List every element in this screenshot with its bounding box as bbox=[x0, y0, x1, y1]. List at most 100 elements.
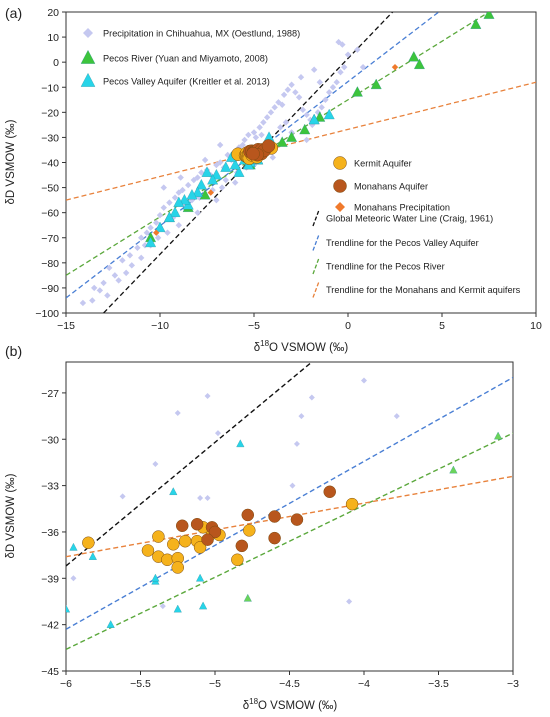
point-a-s0-55 bbox=[318, 104, 325, 111]
point-a-s0-105 bbox=[138, 254, 145, 262]
point-b-s3-7 bbox=[167, 538, 180, 551]
point-b-s0-0 bbox=[70, 575, 77, 582]
point-b-s2-3 bbox=[106, 620, 115, 628]
point-a-s0-84 bbox=[160, 184, 167, 191]
point-a-s0-9 bbox=[134, 244, 141, 251]
trendline-b-0 bbox=[66, 362, 313, 567]
point-a-s1-10 bbox=[276, 136, 288, 147]
point-a-s0-40 bbox=[263, 114, 271, 121]
point-b-s1-0 bbox=[449, 465, 458, 474]
point-a-s2-14 bbox=[195, 179, 207, 190]
point-a-s1-9 bbox=[286, 131, 298, 142]
point-a-s1-1 bbox=[470, 18, 482, 29]
point-b-s0-9 bbox=[298, 413, 305, 420]
point-b-s2-2 bbox=[88, 552, 97, 560]
point-a-s0-61 bbox=[341, 63, 348, 71]
point-b-s0-6 bbox=[204, 494, 211, 501]
point-b-s3-10 bbox=[193, 541, 207, 554]
point-b-s3-15 bbox=[243, 524, 256, 537]
point-a-s0-79 bbox=[128, 262, 135, 269]
point-b-s4-4 bbox=[241, 508, 255, 522]
point-a-s0-34 bbox=[241, 136, 248, 144]
legend-line-label-2: Trendline for the Pecos River bbox=[326, 262, 445, 272]
point-a-s0-17 bbox=[171, 194, 179, 201]
y-tick-label-b-6: −27 bbox=[41, 388, 59, 400]
point-a-s0-23 bbox=[198, 169, 205, 176]
point-a-s0-3 bbox=[100, 279, 107, 287]
x-tick-label-a-5: 10 bbox=[530, 320, 542, 332]
point-a-s5-1 bbox=[207, 189, 214, 196]
point-b-s3-14 bbox=[231, 553, 244, 567]
point-a-s0-63 bbox=[354, 46, 361, 53]
legend-line-2 bbox=[312, 257, 320, 275]
point-a-s0-51 bbox=[303, 111, 310, 119]
point-a-s0-10 bbox=[138, 234, 145, 241]
y-tick-label-a-8: −20 bbox=[41, 107, 59, 119]
y-axis-label-b: δD VSMOW (‰) bbox=[5, 473, 17, 558]
y-tick-label-a-3: −70 bbox=[41, 233, 59, 245]
point-a-s0-22 bbox=[194, 174, 201, 181]
point-b-s2-6 bbox=[169, 487, 178, 495]
point-a-s0-46 bbox=[284, 86, 292, 93]
y-tick-label-a-4: −60 bbox=[41, 208, 59, 220]
point-a-s0-14 bbox=[156, 211, 164, 219]
point-a-s0-100 bbox=[258, 131, 265, 139]
point-a-s2-10 bbox=[220, 161, 232, 172]
point-a-s0-90 bbox=[213, 196, 220, 204]
point-b-s2-10 bbox=[236, 439, 245, 448]
y-tick-label-b-5: −30 bbox=[41, 434, 59, 446]
y-tick-label-a-1: −90 bbox=[41, 283, 59, 295]
point-a-s0-33 bbox=[239, 141, 246, 149]
point-a-s0-72 bbox=[222, 176, 229, 184]
point-a-s0-82 bbox=[201, 156, 209, 164]
x-tick-label-b-1: −5.5 bbox=[130, 678, 151, 690]
point-a-s0-19 bbox=[179, 186, 186, 194]
point-b-s2-1 bbox=[69, 542, 78, 551]
point-a-s0-67 bbox=[277, 124, 284, 131]
legend-line-label-1: Trendline for the Pecos Valley Aquifer bbox=[326, 238, 479, 248]
point-a-s1-6 bbox=[314, 111, 326, 122]
point-a-s2-18 bbox=[178, 194, 190, 205]
point-a-s0-81 bbox=[216, 141, 224, 149]
point-a-s0-44 bbox=[279, 101, 286, 109]
legend-marker-3 bbox=[333, 156, 347, 170]
point-b-s2-0 bbox=[66, 604, 71, 613]
point-b-s3-16 bbox=[345, 497, 359, 511]
x-tick-label-b-4: −4 bbox=[358, 678, 370, 690]
legend-label-0: Precipitation in Chihuahua, MX (Oestlund… bbox=[103, 29, 300, 39]
x-axis-label-a: δ18O VSMOW (‰) bbox=[254, 339, 349, 354]
legend-label-5: Monahans Precipitation bbox=[354, 203, 450, 213]
point-b-s3-4 bbox=[161, 553, 174, 567]
point-a-s0-5 bbox=[111, 272, 119, 279]
y-tick-label-a-9: −10 bbox=[41, 82, 59, 94]
x-axis-label-b: δ18O VSMOW (‰) bbox=[243, 697, 338, 712]
legend-marker-0 bbox=[83, 28, 93, 38]
point-a-s1-5 bbox=[351, 86, 363, 97]
trendline-b-1 bbox=[66, 376, 513, 630]
y-tick-label-b-4: −33 bbox=[41, 481, 59, 493]
point-a-s1-8 bbox=[299, 123, 311, 135]
legend-marker-4 bbox=[333, 179, 347, 193]
point-a-s0-15 bbox=[160, 204, 167, 211]
point-a-s0-0 bbox=[79, 299, 87, 307]
y-tick-label-a-2: −80 bbox=[41, 258, 59, 270]
point-a-s4-10 bbox=[246, 146, 260, 161]
point-a-s5-0 bbox=[391, 63, 399, 71]
x-tick-label-a-0: −15 bbox=[57, 320, 75, 332]
point-a-s0-86 bbox=[303, 136, 310, 144]
point-a-s0-35 bbox=[245, 131, 252, 139]
point-a-s0-89 bbox=[232, 179, 239, 186]
legend-label-1: Pecos River (Yuan and Miyamoto, 2008) bbox=[103, 54, 268, 64]
point-b-s0-12 bbox=[361, 377, 367, 384]
point-b-s0-10 bbox=[293, 440, 300, 447]
legend-marker-2 bbox=[80, 72, 96, 87]
legend-label-2: Pecos Valley Aquifer (Kreitler et al. 20… bbox=[103, 77, 270, 87]
x-tick-label-a-1: −10 bbox=[151, 320, 169, 332]
point-a-s0-58 bbox=[329, 84, 337, 91]
x-tick-label-b-5: −3.5 bbox=[428, 678, 449, 690]
point-b-s4-10 bbox=[201, 533, 214, 546]
point-b-s2-5 bbox=[151, 573, 160, 582]
point-a-s0-7 bbox=[119, 257, 126, 264]
point-a-s0-50 bbox=[299, 106, 307, 114]
